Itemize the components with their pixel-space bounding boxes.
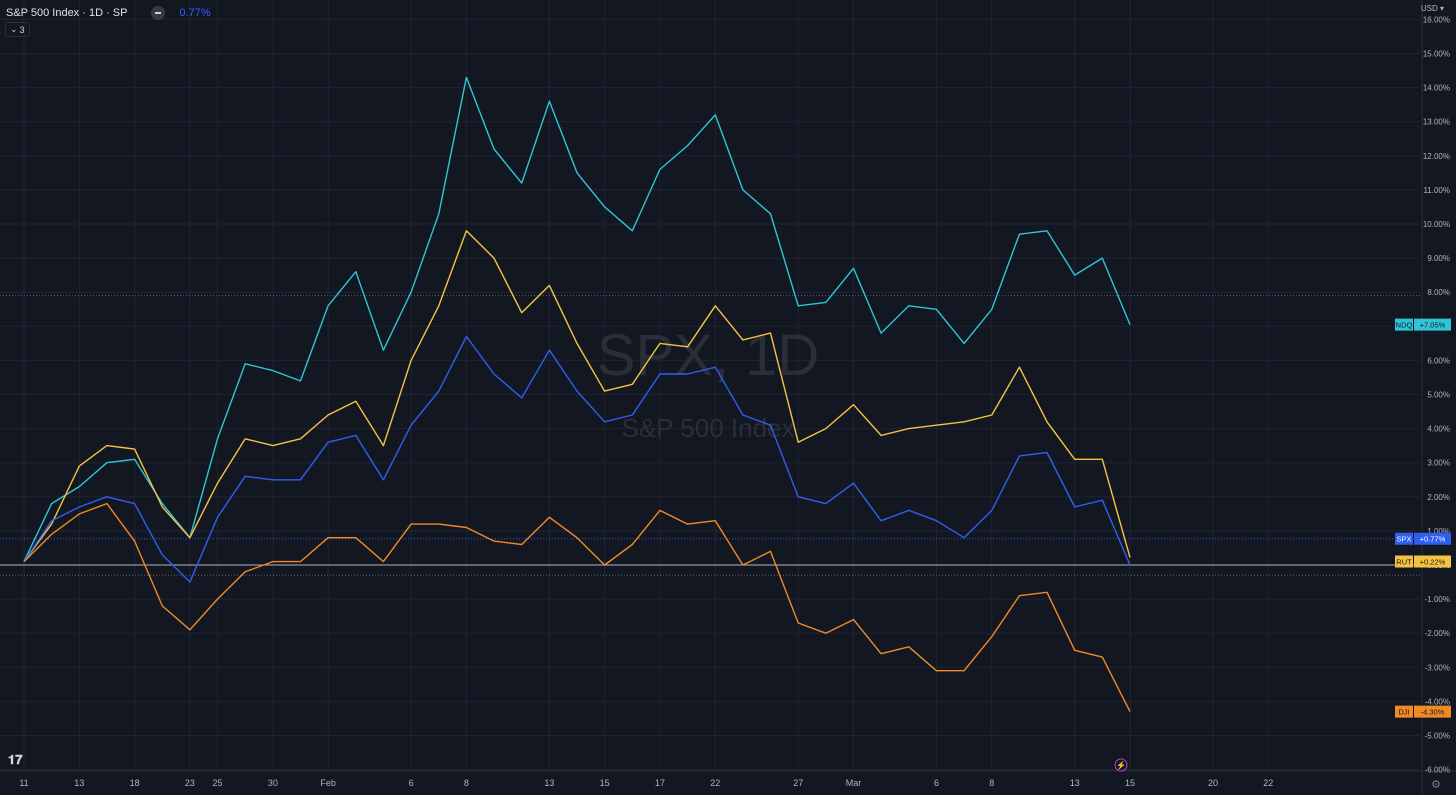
x-tick-label: 13 xyxy=(544,778,554,788)
x-tick-label: Feb xyxy=(320,778,336,788)
badge-value: -4.30% xyxy=(1421,708,1445,717)
y-tick-label: 1.00% xyxy=(1427,527,1450,536)
x-tick-label: 11 xyxy=(19,778,28,788)
x-tick-label: 27 xyxy=(793,778,803,788)
lightning-icon[interactable] xyxy=(1114,758,1128,772)
badge-spx: SPX +0.77% xyxy=(1395,532,1451,545)
x-tick-label: 13 xyxy=(74,778,84,788)
badge-value-bg xyxy=(1414,318,1451,331)
y-tick-label: -3.00% xyxy=(1425,663,1450,672)
y-tick-label: 4.00% xyxy=(1427,425,1450,434)
x-tick-label: 6 xyxy=(409,778,414,788)
y-tick-label: 15.00% xyxy=(1423,50,1450,59)
y-tick-label: 10.00% xyxy=(1423,220,1450,229)
watermark-symbol: SPX, 1D xyxy=(597,323,819,388)
x-tick-label: 15 xyxy=(1125,778,1135,788)
watermark: SPX, 1D S&P 500 Index xyxy=(597,323,819,443)
series-line-dji xyxy=(23,502,1131,712)
watermark-name: S&P 500 Index xyxy=(622,413,795,443)
x-tick-label: 6 xyxy=(934,778,939,788)
badge-value-bg xyxy=(1414,705,1451,718)
series-line-rut xyxy=(23,230,1131,563)
tradingview-logo-icon[interactable]: 𝟏𝟕 xyxy=(8,752,23,767)
x-tick-label: Mar xyxy=(846,778,862,788)
chart-header: S&P 500 Index · 1D · SP 0.77% xyxy=(6,5,211,21)
x-tick-label: 8 xyxy=(464,778,469,788)
y-axis[interactable]: 16.00% 15.00% 14.00% 13.00% 12.00% 11.00% 10.0… xyxy=(1423,15,1450,774)
x-tick-label: 18 xyxy=(130,778,140,788)
badge-name: DJI xyxy=(1398,708,1409,717)
x-tick-label: 25 xyxy=(213,778,223,788)
badge-rut: RUT +0.22% xyxy=(1395,555,1451,568)
series-line-spx xyxy=(23,335,1131,583)
minus-icon[interactable] xyxy=(151,6,166,20)
x-tick-label: 23 xyxy=(185,778,195,788)
badge-name-bg xyxy=(1395,705,1413,718)
y-tick-label: 11.00% xyxy=(1423,186,1450,195)
badge-value-bg xyxy=(1414,532,1451,545)
chevron-down-icon: ▾ xyxy=(1439,4,1444,13)
lightning-icon-glyph: ⚡ xyxy=(1116,760,1126,770)
badge-value: +7.05% xyxy=(1420,321,1446,330)
x-tick-label: 8 xyxy=(989,778,994,788)
x-tick-label: 22 xyxy=(710,778,720,788)
badge-value-bg xyxy=(1414,555,1451,568)
badge-name-bg xyxy=(1395,555,1413,568)
series-badges: NDQ +7.05% RUT +0.22% SPX +0.77% DJI -4.30% ⚡ xyxy=(1114,318,1451,772)
y-tick-label: 16.00% xyxy=(1423,15,1450,24)
symbol-title[interactable]: S&P 500 Index · 1D · SP xyxy=(6,7,128,19)
badge-name-bg xyxy=(1395,318,1413,331)
y-tick-label: 13.00% xyxy=(1423,118,1450,127)
currency-selector[interactable]: USD ▾ xyxy=(1421,4,1444,13)
indicators-collapse-button[interactable]: ⌄ 3 xyxy=(5,22,30,37)
y-tick-label: 5.00% xyxy=(1427,391,1450,400)
y-tick-label: -2.00% xyxy=(1425,629,1450,638)
y-tick-label: -6.00% xyxy=(1425,766,1450,775)
gear-icon[interactable]: ⚙ xyxy=(1431,779,1441,791)
reference-lines xyxy=(0,295,1420,576)
y-tick-label: -4.00% xyxy=(1425,697,1450,706)
y-tick-label: 14.00% xyxy=(1423,84,1450,93)
y-tick-label: 8.00% xyxy=(1427,288,1450,297)
badge-name: RUT xyxy=(1396,557,1412,566)
y-tick-label: 6.00% xyxy=(1427,356,1450,365)
y-tick-label: 2.00% xyxy=(1427,493,1450,502)
badge-ndq: NDQ +7.05% xyxy=(1395,318,1451,331)
series-lines xyxy=(23,76,1131,712)
x-tick-label: 13 xyxy=(1070,778,1080,788)
badge-value: +0.22% xyxy=(1420,557,1446,566)
y-tick-label: 3.00% xyxy=(1427,459,1450,468)
x-tick-label: 20 xyxy=(1208,778,1218,788)
x-tick-label: 15 xyxy=(600,778,610,788)
currency-label: USD xyxy=(1420,4,1438,13)
y-tick-label: -1.00% xyxy=(1425,595,1450,604)
x-tick-label: 22 xyxy=(1263,778,1273,788)
badge-value: +0.77% xyxy=(1420,535,1446,544)
y-tick-label: 9.00% xyxy=(1427,254,1450,263)
badge-name-bg xyxy=(1395,532,1413,545)
x-tick-label: 30 xyxy=(268,778,278,788)
badge-name: SPX xyxy=(1396,535,1411,544)
badge-name: NDQ xyxy=(1396,321,1413,330)
series-line-ndq xyxy=(23,76,1131,562)
x-tick-label: 17 xyxy=(655,778,665,788)
change-value: 0.77% xyxy=(179,7,211,19)
x-axis[interactable]: 11 13 18 23 25 30 Feb 6 8 13 15 17 22 27 Mar 6 8 13 15 20 22 xyxy=(19,778,1273,788)
indicators-count: 3 xyxy=(19,24,25,35)
y-tick-label: 12.00% xyxy=(1423,152,1450,161)
chevron-down-icon: ⌄ xyxy=(10,24,18,34)
y-tick-label: -5.00% xyxy=(1425,732,1450,741)
badge-dji: DJI -4.30% xyxy=(1395,705,1451,718)
